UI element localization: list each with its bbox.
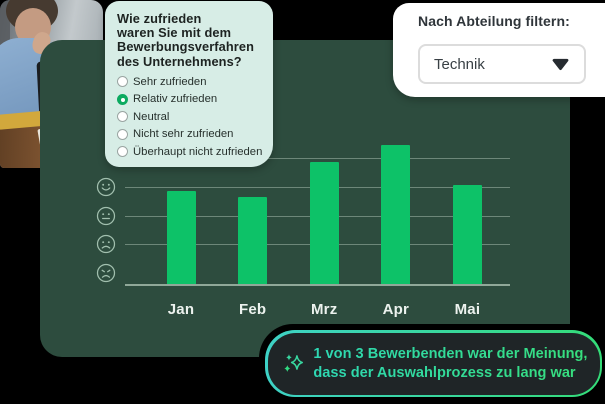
neutral-face-icon [96,206,116,225]
happy-face-icon [96,177,116,196]
insight-banner-inner: 1 von 3 Bewerbenden war der Meinung, das… [267,332,600,395]
radio-icon[interactable] [117,128,128,140]
bar-Mai [452,185,482,284]
radio-icon[interactable] [117,146,128,158]
radio-selected-icon[interactable] [117,93,128,105]
x-axis-line [125,284,510,286]
x-tick-Feb: Feb [238,301,267,318]
bar-Jan [166,191,196,284]
department-dropdown[interactable]: Technik [418,44,586,84]
chevron-down-icon [552,58,569,70]
gridline [125,157,510,159]
option-label: Überhaupt nicht zufrieden [133,145,263,158]
survey-question: Wie zufrieden waren Sie mit dem Bewerbun… [117,11,255,69]
radio-icon[interactable] [117,111,128,123]
survey-option-2[interactable]: Neutral [117,111,263,123]
filter-card: Nach Abteilung filtern: Technik [393,3,605,97]
option-label: Relativ zufrieden [133,93,218,106]
insight-line-2: dass der Auswahlprozess zu lang war [313,364,587,383]
filter-label: Nach Abteilung filtern: [418,13,570,29]
survey-option-3[interactable]: Nicht sehr zufrieden [117,128,263,140]
insight-banner: 1 von 3 Bewerbenden war der Meinung, das… [265,330,602,397]
insight-text: 1 von 3 Bewerbenden war der Meinung, das… [313,345,587,383]
x-tick-Mrz: Mrz [310,301,338,318]
distressed-face-icon [96,263,116,283]
option-label: Sehr zufrieden [133,75,207,88]
bar-Mrz [309,162,339,284]
bar-Feb [238,197,268,284]
radio-icon[interactable] [117,76,128,88]
x-tick-Mai: Mai [454,301,481,318]
insight-line-1: 1 von 3 Bewerbenden war der Meinung, [313,345,588,362]
option-label: Nicht sehr zufrieden [133,128,234,141]
dropdown-selected-value: Technik [434,55,485,73]
option-label: Neutral [133,110,170,123]
sparkles-icon [283,354,303,372]
sad-face-icon [96,234,116,254]
survey-option-4[interactable]: Überhaupt nicht zufrieden [117,146,263,158]
bar-Apr [381,144,411,284]
x-tick-Apr: Apr [382,301,410,318]
x-tick-Jan: Jan [167,301,195,318]
survey-option-0[interactable]: Sehr zufrieden [117,76,263,88]
survey-card: Wie zufrieden waren Sie mit dem Bewerbun… [105,1,273,167]
survey-option-1[interactable]: Relativ zufrieden [117,93,263,105]
survey-options-list: Sehr zufrieden Relativ zufrieden Neutral Ni… [117,76,263,158]
